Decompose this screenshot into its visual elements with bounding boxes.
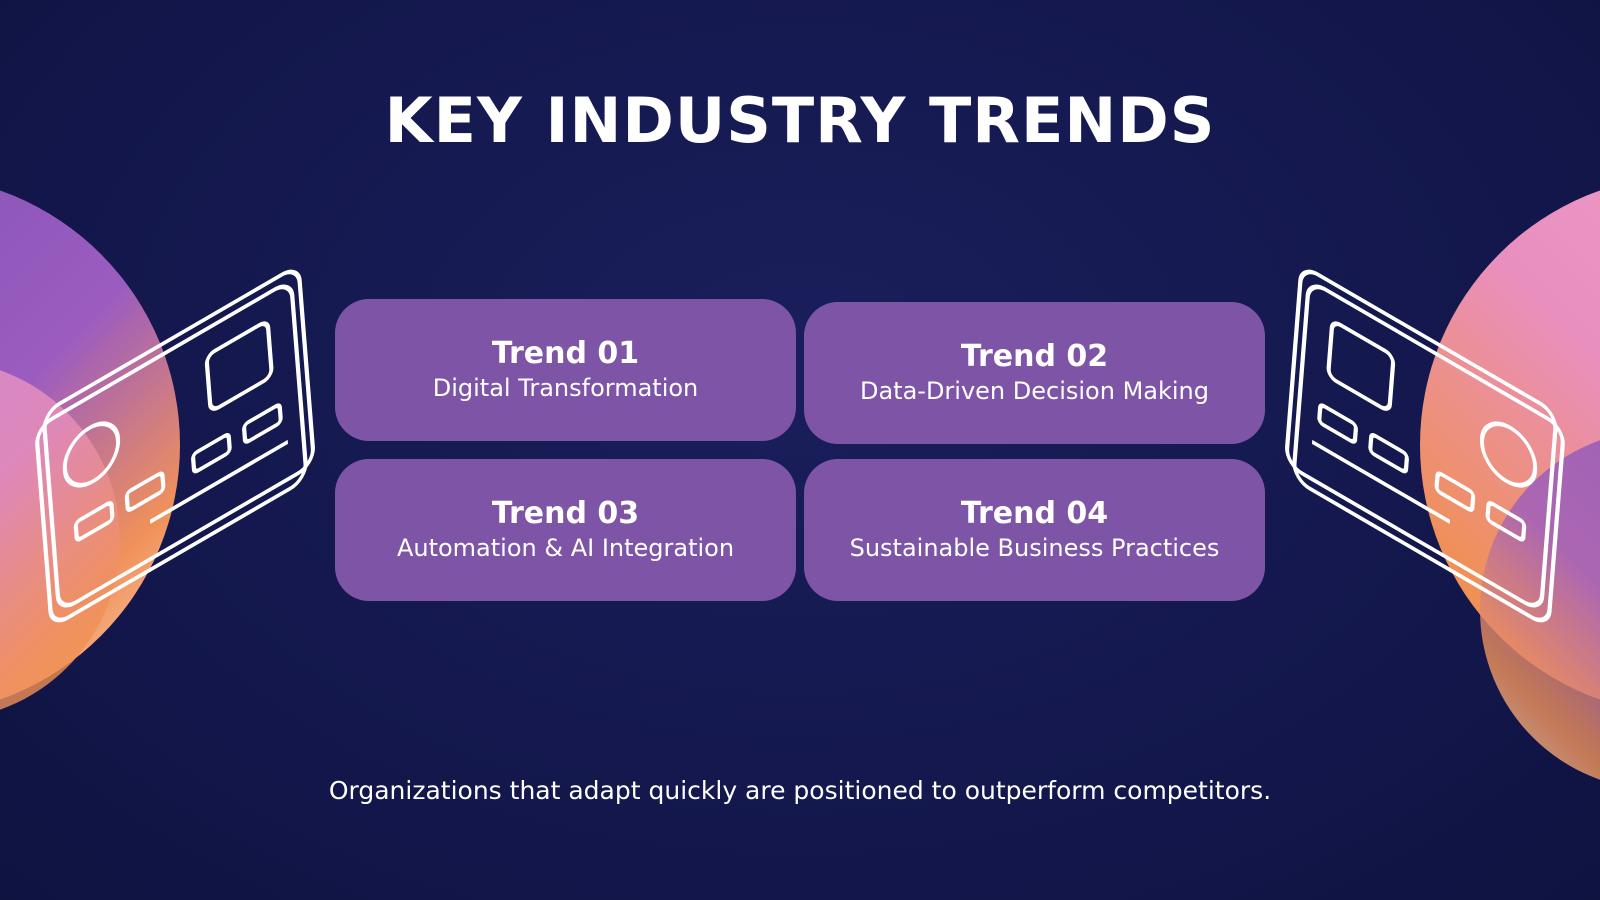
card-icon — [1285, 269, 1565, 623]
trend-card: Trend 01 Digital Transformation — [335, 299, 796, 441]
gradient-circle — [0, 370, 120, 710]
trend-text: Sustainable Business Practices — [849, 534, 1220, 562]
trend-card: Trend 04 Sustainable Business Practices — [804, 459, 1265, 601]
trend-card: Trend 02 Data-Driven Decision Making — [804, 302, 1265, 444]
gradient-circle — [1480, 440, 1600, 780]
left-decoration — [0, 190, 315, 710]
trend-label: Trend 01 — [491, 336, 640, 371]
right-decoration — [1285, 190, 1600, 780]
slide-title: KEY INDUSTRY TRENDS — [384, 84, 1216, 157]
trend-label: Trend 02 — [960, 339, 1109, 374]
trend-text: Data-Driven Decision Making — [859, 377, 1210, 405]
trend-text: Automation & AI Integration — [396, 534, 735, 562]
footer-note: Organizations that adapt quickly are pos… — [328, 776, 1272, 805]
trend-label: Trend 03 — [491, 496, 640, 531]
trend-card: Trend 03 Automation & AI Integration — [335, 459, 796, 601]
trend-text: Digital Transformation — [432, 374, 699, 402]
trend-label: Trend 04 — [960, 496, 1109, 531]
card-icon — [35, 269, 315, 623]
